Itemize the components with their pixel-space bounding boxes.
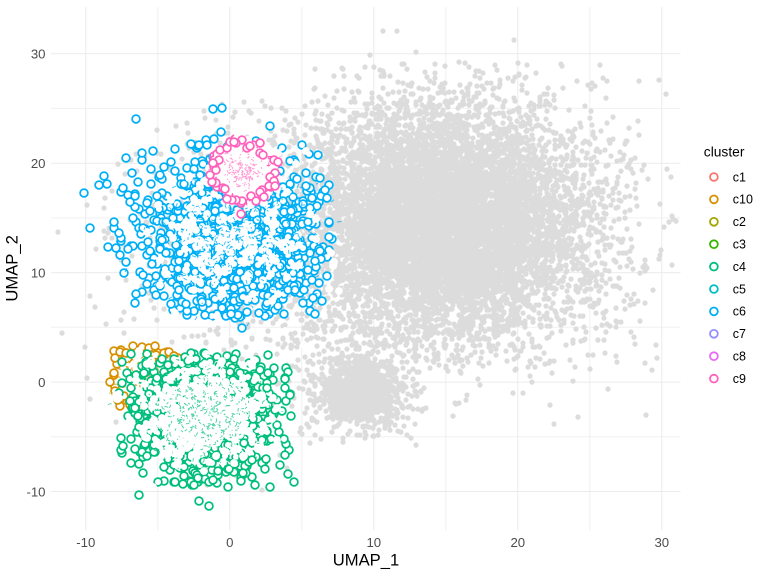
svg-text:c1: c1 [733,170,746,184]
svg-text:c10: c10 [733,193,753,207]
svg-text:-10: -10 [26,484,45,499]
svg-text:c4: c4 [733,260,746,274]
svg-text:cluster: cluster [704,145,745,160]
svg-text:c9: c9 [733,372,746,386]
svg-text:0: 0 [38,375,45,390]
svg-text:c8: c8 [733,350,746,364]
svg-text:c7: c7 [733,327,746,341]
svg-text:0: 0 [226,535,233,550]
svg-text:30: 30 [654,535,669,550]
svg-text:-10: -10 [76,535,95,550]
svg-text:20: 20 [510,535,525,550]
svg-text:10: 10 [31,265,46,280]
svg-text:UMAP_2: UMAP_2 [3,235,22,301]
svg-text:c5: c5 [733,282,746,296]
svg-text:c6: c6 [733,305,746,319]
svg-text:10: 10 [366,535,381,550]
svg-text:UMAP_1: UMAP_1 [333,550,399,569]
svg-text:c3: c3 [733,238,746,252]
svg-text:30: 30 [31,47,46,62]
svg-text:20: 20 [31,156,46,171]
svg-text:c2: c2 [733,215,746,229]
